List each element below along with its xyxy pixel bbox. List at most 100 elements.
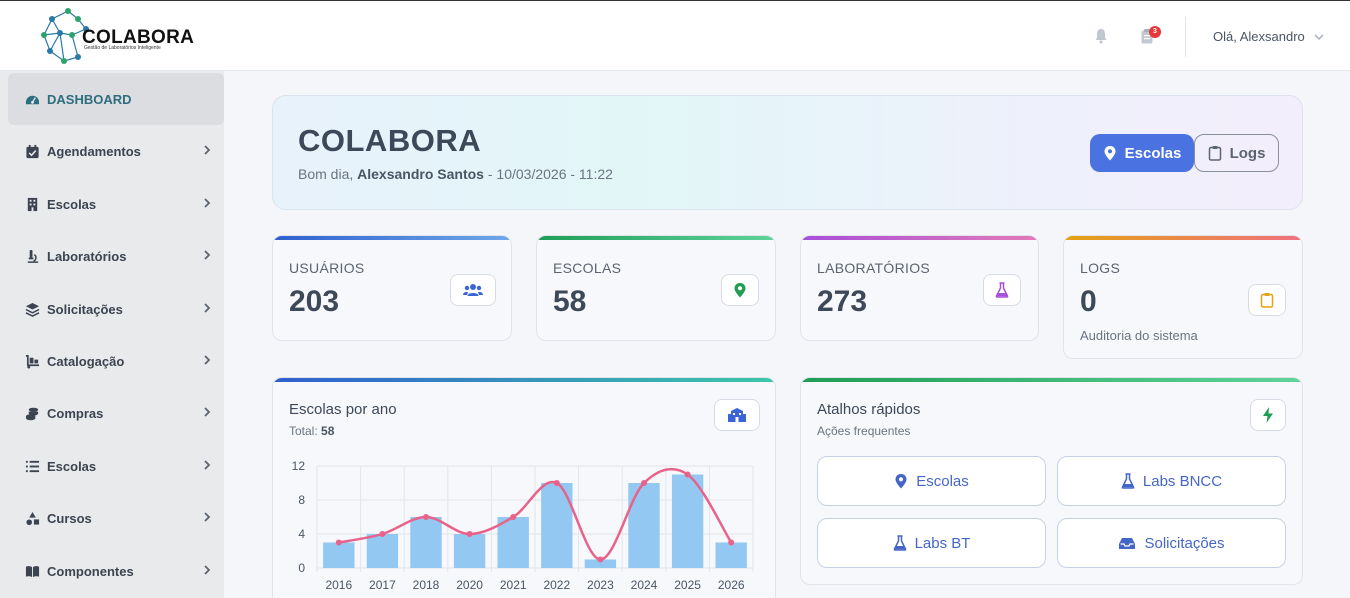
page-title: COLABORA	[298, 123, 482, 158]
map-pin-icon	[721, 274, 759, 306]
quick-solicitacoes-button[interactable]: Solicitações	[1057, 518, 1286, 568]
stat-value: 58	[553, 285, 587, 318]
bar	[671, 474, 704, 568]
microscope-icon	[24, 248, 40, 264]
sidebar-item-escolas[interactable]: Escolas	[8, 178, 224, 230]
chevron-right-icon	[204, 250, 211, 260]
logs-button-label: Logs	[1229, 144, 1266, 162]
sidebar-item-laboratorios[interactable]: Laboratórios	[8, 230, 224, 282]
line-point	[510, 514, 517, 520]
sidebar-item-label: Compras	[47, 405, 104, 421]
book-icon	[24, 563, 40, 579]
shapes-icon	[24, 510, 40, 526]
quick-actions-title: Atalhos rápidos	[817, 401, 921, 418]
bar	[366, 534, 399, 568]
sidebar-item-solicitacoes[interactable]: Solicitações	[8, 283, 224, 335]
x-tick-label: 2026	[718, 578, 745, 592]
user-menu[interactable]: Olá, Alexsandro	[1213, 29, 1325, 44]
chevron-down-icon	[1314, 33, 1324, 40]
card-stripe	[801, 236, 1038, 240]
x-tick-label: 2025	[674, 578, 701, 592]
sidebar-item-catalogacao[interactable]: Catalogação	[8, 335, 224, 387]
hero-banner: COLABORA Bom dia, Alexsandro Santos - 10…	[272, 95, 1303, 210]
gauge-icon	[24, 91, 40, 107]
quick-action-label: Escolas	[916, 472, 969, 490]
chevron-right-icon	[204, 512, 211, 522]
sidebar-item-label: Catalogação	[47, 353, 125, 369]
quick-labs-bt-button[interactable]: Labs BT	[817, 518, 1046, 568]
datetime: - 10/03/2026 - 11:22	[487, 166, 613, 182]
user-greeting: Olá, Alexsandro	[1213, 29, 1305, 44]
bar	[628, 483, 660, 568]
x-tick-label: 2024	[631, 578, 658, 592]
x-tick-label: 2023	[587, 578, 614, 592]
sidebar-item-dashboard[interactable]: DASHBOARD	[8, 73, 224, 125]
chevron-right-icon	[204, 407, 211, 417]
stat-value: 0	[1080, 285, 1097, 318]
chevron-right-icon	[204, 460, 211, 470]
sidebar-item-label: DASHBOARD	[47, 91, 132, 107]
sidebar-item-agendamentos[interactable]: Agendamentos	[8, 125, 224, 177]
bar	[715, 542, 747, 568]
bar-chart: 0 4 8 12 2016 2017 2018 2020 2021 2022 2023 2024 202…	[292, 459, 754, 592]
inbox-icon	[1119, 538, 1136, 549]
line-point	[641, 480, 647, 486]
line-point	[728, 539, 735, 546]
line-point	[597, 556, 604, 563]
quick-escolas-button[interactable]: Escolas	[817, 456, 1046, 506]
clipboard-icon	[1208, 146, 1221, 161]
sidebar-item-label: Solicitações	[47, 301, 123, 317]
chevron-right-icon	[204, 303, 211, 313]
sidebar: DASHBOARD Agendamentos Escolas Laboratór…	[0, 71, 224, 598]
sidebar-item-cursos[interactable]: Cursos	[8, 492, 224, 544]
sidebar-item-label: Componentes	[47, 563, 134, 579]
stat-value: 203	[289, 285, 340, 318]
chart-title: Escolas por ano	[289, 401, 397, 418]
chevron-right-icon	[204, 198, 211, 208]
escolas-button[interactable]: Escolas	[1090, 134, 1194, 172]
chevron-right-icon	[204, 565, 211, 575]
quick-action-label: Labs BNCC	[1142, 472, 1223, 490]
logs-button[interactable]: Logs	[1194, 134, 1279, 172]
flask-icon	[893, 535, 906, 551]
greeting-prefix: Bom dia,	[298, 166, 354, 182]
list-icon	[24, 458, 40, 474]
sidebar-item-label: Agendamentos	[47, 143, 141, 159]
line-point	[684, 471, 691, 478]
sidebar-item-label: Escolas	[47, 458, 97, 474]
quick-action-label: Labs BT	[914, 534, 971, 552]
line-point	[466, 531, 473, 537]
network-logo-icon	[41, 8, 89, 64]
card-stripe	[273, 236, 511, 240]
brand-name: COLABORA	[82, 27, 195, 48]
x-tick-label: 2018	[413, 578, 440, 592]
divider	[1185, 17, 1186, 57]
sidebar-item-compras[interactable]: Compras	[8, 387, 224, 439]
x-tick-label: 2016	[325, 578, 352, 592]
colabora-logo[interactable]: COLABORA Gestão de Laboratórios Intelige…	[38, 5, 194, 67]
stat-card-escolas: ESCOLAS 58	[536, 235, 776, 341]
total-label: Total:	[289, 424, 318, 438]
brand-tagline: Gestão de Laboratórios Inteligente	[84, 45, 161, 51]
chart-total: Total: 58	[289, 424, 334, 438]
quick-labs-bncc-button[interactable]: Labs BNCC	[1057, 456, 1286, 506]
stat-label: LABORATÓRIOS	[817, 260, 931, 276]
sidebar-item-escolas-list[interactable]: Escolas	[8, 440, 224, 492]
sidebar-item-label: Laboratórios	[47, 248, 127, 264]
chevron-right-icon	[204, 355, 211, 365]
card-stripe	[1064, 236, 1302, 240]
stat-note: Auditoria do sistema	[1080, 328, 1198, 343]
quick-actions-card: Atalhos rápidos Ações frequentes Escolas…	[800, 377, 1303, 585]
stat-card-logs: LOGS 0 Auditoria do sistema	[1063, 235, 1303, 359]
chevron-right-icon	[204, 145, 211, 155]
building-icon	[24, 196, 40, 212]
flask-icon	[1121, 473, 1135, 489]
bell-icon[interactable]	[1093, 28, 1111, 46]
sidebar-item-componentes[interactable]: Componentes	[8, 545, 224, 597]
sidebar-item-label: Escolas	[47, 196, 97, 212]
line-point	[423, 514, 429, 520]
x-tick-label: 2021	[500, 578, 527, 592]
stat-label: LOGS	[1080, 260, 1121, 276]
stat-label: ESCOLAS	[553, 260, 622, 276]
map-pin-icon	[1104, 146, 1116, 161]
